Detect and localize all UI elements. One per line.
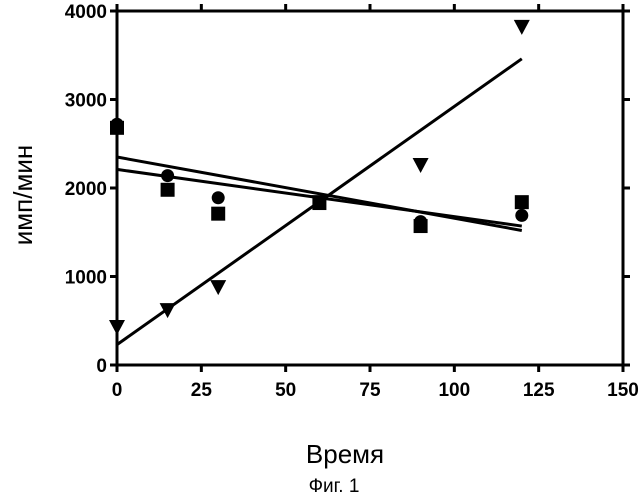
plot-frame [115, 9, 625, 367]
y-tick-label: 1000 [65, 268, 107, 289]
data-point-triangle [311, 195, 328, 211]
x-tick-label: 125 [523, 380, 555, 401]
x-tick-label: 50 [275, 380, 296, 401]
axis-tick-labels: 0 25 50 75 100 125 150 0 1000 2000 3000 4000 [65, 2, 639, 401]
x-tick-label: 100 [438, 380, 470, 401]
axis-ticks [110, 4, 630, 372]
data-point-triangle [513, 19, 530, 35]
data-point-circle [515, 208, 529, 222]
x-tick-label: 25 [191, 380, 213, 401]
data-point-circle [211, 191, 225, 205]
y-tick-label: 2000 [65, 179, 107, 200]
data-markers [109, 19, 530, 335]
data-point-triangle [159, 303, 176, 319]
data-point-triangle [412, 157, 429, 173]
data-point-triangle [210, 280, 227, 296]
y-tick-label: 0 [96, 356, 107, 377]
y-tick-label: 3000 [65, 91, 107, 112]
fit-line-circle [116, 155, 523, 232]
x-axis-title: Время [306, 439, 384, 469]
x-tick-label: 75 [359, 380, 381, 401]
figure-caption: Фиг. 1 [309, 476, 360, 497]
x-tick-label: 0 [112, 380, 123, 401]
data-point-square [160, 182, 175, 197]
data-point-triangle [109, 319, 125, 335]
y-tick-label: 4000 [65, 2, 107, 23]
data-point-circle [161, 169, 175, 183]
data-point-square [211, 206, 226, 221]
x-tick-label: 150 [607, 380, 639, 401]
data-point-square [514, 195, 529, 210]
data-point-square [110, 120, 124, 135]
data-point-square [413, 219, 428, 234]
y-axis-title: имп/мин [8, 145, 38, 245]
